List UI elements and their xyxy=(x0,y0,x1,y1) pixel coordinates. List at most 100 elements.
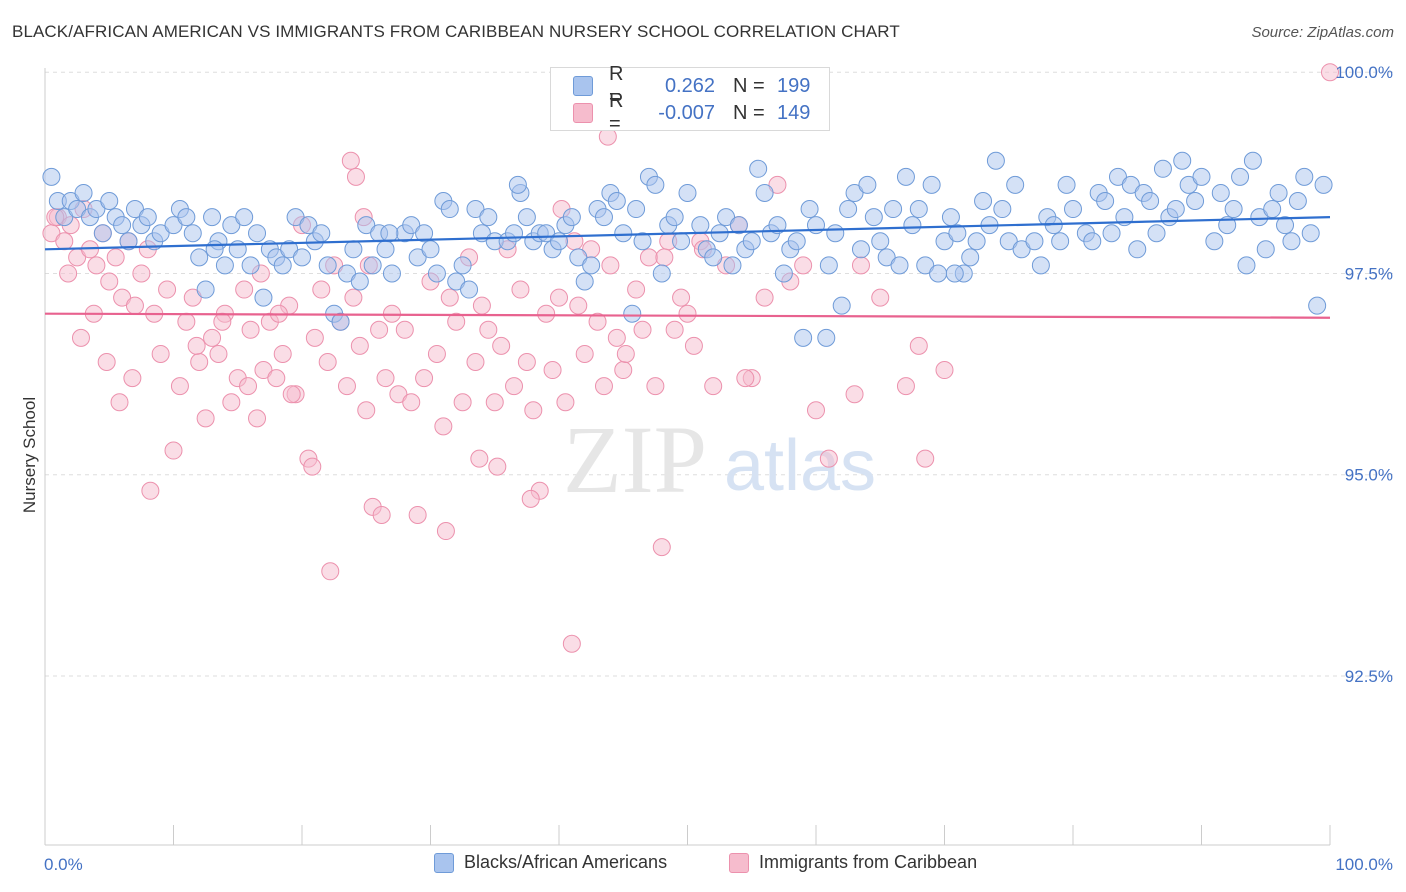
data-point xyxy=(427,264,446,283)
data-point xyxy=(569,248,588,267)
data-point xyxy=(1314,175,1333,194)
data-point xyxy=(382,264,401,283)
data-point xyxy=(665,208,684,227)
data-point xyxy=(768,216,787,235)
data-point xyxy=(421,240,440,259)
data-point xyxy=(614,224,633,243)
data-point xyxy=(851,256,870,275)
legend-row-blue: R = 0.262 N = 199 xyxy=(573,63,810,108)
data-point xyxy=(1288,192,1307,210)
data-point xyxy=(346,167,365,186)
data-point xyxy=(372,505,391,524)
data-point xyxy=(110,393,129,412)
data-point xyxy=(1141,192,1160,210)
legend-row-pink: R = -0.007 N = 149 xyxy=(573,90,810,135)
data-point xyxy=(678,304,697,323)
data-point xyxy=(768,175,787,194)
data-point xyxy=(395,320,414,339)
data-point xyxy=(164,441,183,460)
data-point xyxy=(678,183,697,202)
data-point xyxy=(190,353,209,371)
legend-swatch-pink xyxy=(573,103,593,123)
data-point xyxy=(235,280,254,299)
data-point xyxy=(1237,256,1256,275)
data-point xyxy=(974,192,993,210)
data-point xyxy=(1301,224,1320,243)
data-point xyxy=(389,385,408,404)
data-point xyxy=(627,280,646,299)
data-point xyxy=(652,264,671,283)
data-point xyxy=(614,361,633,380)
data-point xyxy=(376,369,395,388)
legend-r-value: 0.262 xyxy=(664,74,715,97)
data-point xyxy=(903,216,922,235)
data-point xyxy=(460,280,479,299)
data-point xyxy=(303,457,322,476)
legend-item-caribbean: Immigrants from Caribbean xyxy=(729,852,977,873)
data-point xyxy=(511,280,530,299)
data-point xyxy=(488,457,507,476)
data-point xyxy=(123,369,142,388)
data-point xyxy=(582,256,601,275)
data-point xyxy=(151,224,170,243)
data-point xyxy=(1128,240,1147,259)
data-point xyxy=(1218,216,1237,235)
data-point xyxy=(447,272,466,291)
data-point xyxy=(929,264,948,283)
data-point xyxy=(755,183,774,202)
data-point xyxy=(1250,208,1269,227)
data-point xyxy=(209,344,228,363)
data-point xyxy=(215,256,234,275)
data-point xyxy=(575,344,594,363)
x-tick-label: 0.0% xyxy=(44,855,83,874)
legend-n-label: N = xyxy=(733,74,765,97)
data-point xyxy=(282,385,301,404)
data-point xyxy=(616,344,635,363)
watermark: ZIP atlas xyxy=(563,406,876,513)
watermark-zip: ZIP xyxy=(563,406,707,513)
data-point xyxy=(623,304,642,323)
series-caribbean xyxy=(42,63,1339,653)
data-point xyxy=(241,320,260,339)
data-point xyxy=(819,256,838,275)
data-point xyxy=(1166,200,1185,219)
data-point xyxy=(1179,175,1198,194)
data-point xyxy=(916,449,935,468)
data-point xyxy=(1243,151,1262,170)
data-point xyxy=(312,224,331,243)
data-point xyxy=(222,216,241,235)
data-point xyxy=(646,377,665,396)
data-point xyxy=(59,264,78,283)
data-point xyxy=(68,200,87,219)
data-point xyxy=(1211,183,1230,202)
data-point xyxy=(562,208,581,227)
data-point xyxy=(318,256,337,275)
data-point xyxy=(729,216,748,235)
data-point xyxy=(1231,167,1250,186)
data-point xyxy=(408,505,427,524)
data-point xyxy=(222,393,241,412)
data-point xyxy=(1308,296,1327,315)
legend-swatch-pink xyxy=(729,852,749,873)
data-point xyxy=(594,208,613,227)
data-point xyxy=(380,224,399,243)
data-point xyxy=(470,449,489,468)
data-point xyxy=(492,336,511,355)
data-point xyxy=(1121,175,1140,194)
data-point xyxy=(235,208,254,227)
data-point xyxy=(331,312,350,331)
data-point xyxy=(280,240,299,259)
stats-legend: R = 0.262 N = 199 R = -0.007 N = 149 xyxy=(550,63,830,135)
data-point xyxy=(1057,175,1076,194)
data-point xyxy=(916,256,935,275)
data-point xyxy=(575,272,594,291)
data-point xyxy=(826,224,845,243)
data-point xyxy=(817,328,836,347)
data-point xyxy=(961,248,980,267)
data-point xyxy=(896,167,915,186)
legend-swatch-blue xyxy=(434,852,454,873)
data-point xyxy=(87,256,106,275)
data-point xyxy=(1083,232,1102,251)
data-point xyxy=(655,248,674,267)
data-point xyxy=(1031,256,1050,275)
